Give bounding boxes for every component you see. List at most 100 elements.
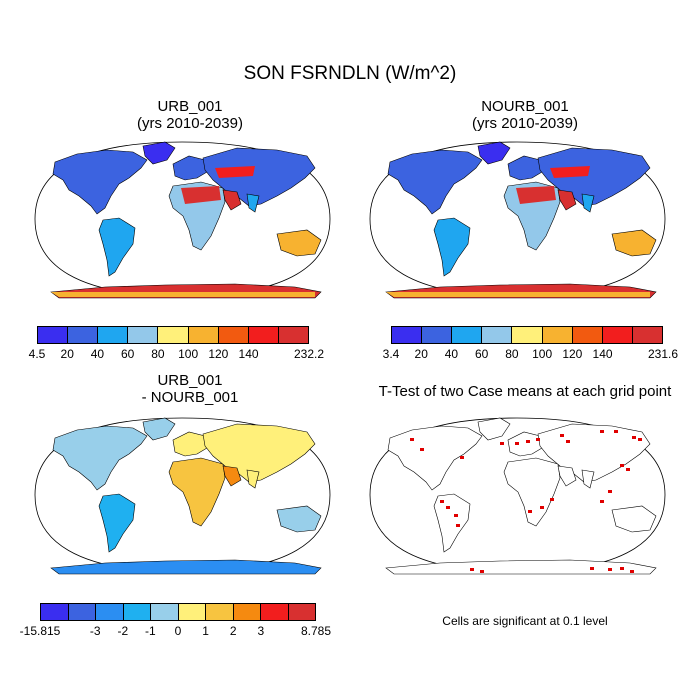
colorbar-tick-label: 140 xyxy=(238,347,259,361)
colorbar-tick-label: -1 xyxy=(145,624,156,638)
colorbar-tick-label: 40 xyxy=(90,347,105,361)
colorbar-swatch xyxy=(602,327,633,343)
significant-cell xyxy=(536,438,540,441)
continent-south-america xyxy=(433,493,471,553)
panel-title-diff: URB_001 - NOURB_001 xyxy=(60,372,320,406)
colorbar-swatch xyxy=(41,604,69,620)
colorbar-swatch xyxy=(233,604,261,620)
significant-cell xyxy=(460,456,464,459)
colorbar-diff xyxy=(40,603,316,621)
colorbar-tick-label: 40 xyxy=(444,347,459,361)
colorbar-tick-label: 2 xyxy=(229,624,237,638)
map-region-fill xyxy=(181,186,221,204)
continent-antarctica xyxy=(385,559,657,575)
significant-cell xyxy=(590,567,594,570)
significant-cell xyxy=(608,568,612,571)
panel-title-urb-line1: URB_001 xyxy=(157,98,223,115)
continent-arabia xyxy=(557,465,577,487)
colorbar-tick-label: 140 xyxy=(592,347,613,361)
figure-title: SON FSRNDLN (W/m^2) xyxy=(243,63,457,84)
colorbar-swatch xyxy=(38,327,69,343)
colorbar-swatch xyxy=(512,327,543,343)
colorbar-swatch xyxy=(452,327,483,343)
continent-india xyxy=(581,469,595,489)
continent-antarctica xyxy=(50,559,322,575)
colorbar-swatch xyxy=(98,327,129,343)
continent-europe xyxy=(172,155,208,181)
significant-cell xyxy=(470,568,474,571)
colorbar-tick-label: 0 xyxy=(174,624,182,638)
continent-greenland xyxy=(477,417,511,441)
colorbar-swatch xyxy=(206,604,234,620)
colorbar-nourb-labels: 3.4 20 40 60 80 100 120 140 231.6 xyxy=(383,347,678,363)
significant-cell xyxy=(620,464,624,467)
colorbar-swatch xyxy=(482,327,513,343)
panel-title-urb: URB_001 (yrs 2010-2039) xyxy=(60,98,320,132)
colorbar-swatch xyxy=(151,604,179,620)
colorbar-tick-label: 231.6 xyxy=(647,347,679,361)
colorbar-urb-labels: 4.5 20 40 60 80 100 120 140 232.2 xyxy=(29,347,324,363)
panel-title-diff-line2: - NOURB_001 xyxy=(141,389,239,406)
map-region-fill xyxy=(215,166,255,178)
continent-arabia xyxy=(557,189,577,211)
continent-europe xyxy=(507,431,543,457)
panel-title-urb-line2: (yrs 2010-2039) xyxy=(137,115,243,132)
colorbar-tick-label: 20 xyxy=(60,347,74,361)
continent-australia xyxy=(611,229,657,257)
significant-cell xyxy=(526,440,530,443)
continent-north-america xyxy=(52,149,148,215)
significant-cell xyxy=(410,438,414,441)
significant-cell xyxy=(626,468,630,471)
significant-cell xyxy=(550,498,554,501)
continent-india xyxy=(246,469,260,489)
significant-cell xyxy=(566,440,570,443)
continent-south-america xyxy=(98,217,136,277)
significant-cell xyxy=(614,430,618,433)
colorbar-tick-label: 232.2 xyxy=(293,347,325,361)
colorbar-swatch xyxy=(123,604,151,620)
colorbar-urb xyxy=(37,326,309,344)
map-region-fill xyxy=(550,166,590,178)
colorbar-swatch xyxy=(572,327,603,343)
continent-greenland xyxy=(142,417,176,441)
significant-cell xyxy=(420,448,424,451)
significant-cell xyxy=(638,438,642,441)
colorbar-swatch xyxy=(188,327,219,343)
colorbar-tick-label: 60 xyxy=(120,347,135,361)
significant-cell xyxy=(480,570,484,573)
colorbar-swatch xyxy=(158,327,189,343)
continent-australia xyxy=(276,505,322,533)
colorbar-tick-label: -2 xyxy=(117,624,129,638)
significant-cell xyxy=(630,570,634,573)
significant-cell xyxy=(632,436,636,439)
significant-cell xyxy=(515,442,519,445)
continent-europe xyxy=(507,155,543,181)
continent-north-america xyxy=(387,425,483,491)
colorbar-diff-labels: -15.815 -3 -2 -1 0 1 2 3 8.785 xyxy=(20,624,331,640)
continent-greenland xyxy=(142,141,176,165)
significant-cell xyxy=(540,506,544,509)
continent-australia xyxy=(276,229,322,257)
continent-north-america xyxy=(52,425,148,491)
colorbar-swatch xyxy=(392,327,423,343)
continent-greenland xyxy=(477,141,511,165)
continent-arabia xyxy=(222,465,242,487)
colorbar-tick-label: 120 xyxy=(208,347,229,361)
significant-cell xyxy=(454,514,458,517)
significant-cell xyxy=(440,500,444,503)
colorbar-swatch xyxy=(68,327,99,343)
continent-arabia xyxy=(222,189,242,211)
map-ttest xyxy=(369,417,666,575)
significant-cell xyxy=(608,490,612,493)
colorbar-swatch xyxy=(278,327,308,343)
map-region-fill xyxy=(386,292,650,297)
colorbar-tick-label: 8.785 xyxy=(300,624,332,638)
colorbar-tick-label: 3.4 xyxy=(382,347,400,361)
map-region-fill xyxy=(516,186,556,204)
significant-cell xyxy=(500,442,504,445)
significant-cell xyxy=(528,510,532,513)
colorbar-tick-label: 1 xyxy=(202,624,209,638)
colorbar-tick-label: 120 xyxy=(562,347,583,361)
colorbar-tick-label: 80 xyxy=(505,347,519,361)
continent-south-america xyxy=(433,217,471,277)
